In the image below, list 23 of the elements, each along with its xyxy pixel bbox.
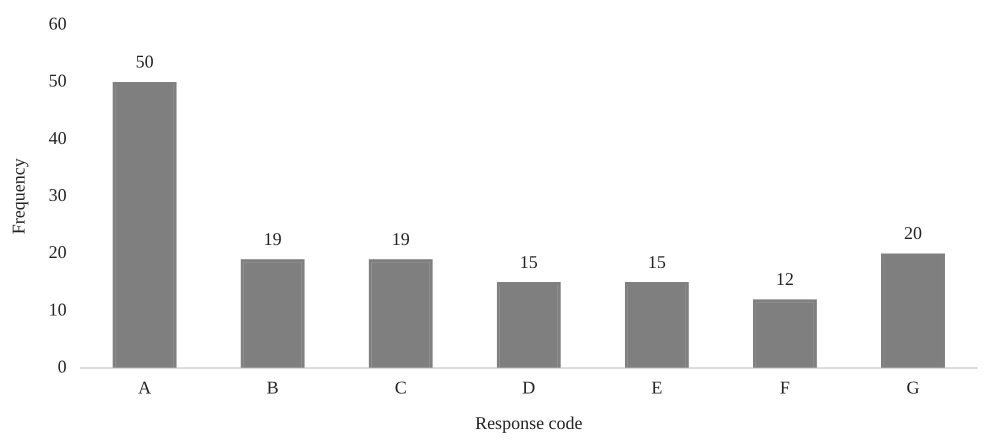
x-tick-label: D <box>522 377 536 398</box>
y-tick-label: 60 <box>48 14 67 34</box>
y-tick-label: 40 <box>48 128 67 148</box>
y-tick-label: 0 <box>58 356 67 377</box>
y-tick-label: 10 <box>48 299 67 320</box>
data-label: 15 <box>648 252 666 272</box>
x-tick-label: E <box>651 377 662 398</box>
y-tick-label: 30 <box>48 185 67 206</box>
y-tick-label: 50 <box>48 70 67 91</box>
data-label: 50 <box>136 52 154 72</box>
y-axis-title: Frequency <box>8 158 29 234</box>
data-label: 19 <box>264 228 282 249</box>
data-label: 12 <box>776 268 794 289</box>
x-tick-label: A <box>138 377 152 398</box>
data-label: 19 <box>392 228 410 249</box>
x-tick-label: C <box>394 377 407 398</box>
x-tick-label: F <box>780 377 790 398</box>
data-label: 15 <box>520 252 538 272</box>
x-axis-title: Response code <box>475 412 583 433</box>
data-label: 20 <box>904 223 922 244</box>
x-tick-label: B <box>266 377 279 398</box>
y-tick-label: 20 <box>48 242 67 262</box>
x-tick-label: G <box>906 377 920 398</box>
